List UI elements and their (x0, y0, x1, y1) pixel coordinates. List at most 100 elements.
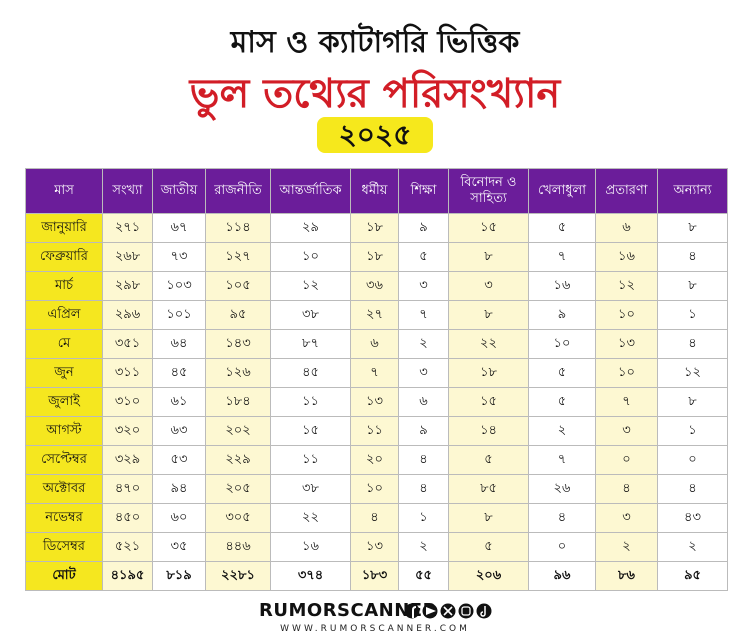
value-cell: ২২৯ (205, 445, 271, 475)
value-cell: ১৩ (350, 532, 399, 562)
value-cell: ১২৭ (205, 242, 271, 272)
subtitle: ভুল তথ্যের পরিসংখ্যান (189, 71, 561, 117)
value-cell: ২ (398, 329, 449, 359)
value-cell: ৮৫ (448, 474, 529, 504)
value-cell: ৪ (595, 474, 658, 504)
table-row: ডিসেম্বর ৫২১ ৩৫ ৪৪৬ ১৬ ১৩ ২ ৫ ০ ২ ২ (25, 532, 728, 562)
value-cell: ৮ (448, 503, 529, 533)
value-cell: ৩ (595, 416, 658, 446)
stats-table: মাস সংখ্যা জাতীয় রাজনীতি আন্তর্জাতিক ধর্মীয়… (25, 168, 728, 591)
value-cell: ২০২ (205, 416, 271, 446)
month-cell: মে (25, 329, 103, 359)
table-row: সেপ্টেম্বর ৩২৯ ৫৩ ২২৯ ১১ ২০ ৪ ৫ ৭ ০ ০ (25, 445, 728, 475)
value-cell: ১৮ (448, 358, 529, 388)
value-cell: ১২ (270, 271, 351, 301)
month-cell: ডিসেম্বর (25, 532, 103, 562)
month-cell: জানুয়ারি (25, 213, 103, 243)
value-cell: ১১ (270, 445, 351, 475)
value-cell: ৪৩ (657, 503, 728, 533)
value-cell: ৬৩ (152, 416, 206, 446)
value-cell: ১৬ (528, 271, 596, 301)
total-cell: ১৮৩ (350, 561, 399, 591)
month-cell: মার্চ (25, 271, 103, 301)
value-cell: ১৫ (270, 416, 351, 446)
social-icons (404, 603, 492, 619)
value-cell: ২৯৬ (102, 300, 153, 330)
value-cell: ১ (657, 416, 728, 446)
value-cell: ১২৬ (205, 358, 271, 388)
value-cell: ৪ (657, 242, 728, 272)
value-cell: ৫৩ (152, 445, 206, 475)
value-cell: ৪৭০ (102, 474, 153, 504)
value-cell: ১০ (595, 300, 658, 330)
column-header: খেলাধুলা (528, 168, 596, 214)
value-cell: ৩২০ (102, 416, 153, 446)
value-cell: ১৩ (595, 329, 658, 359)
value-cell: ১০ (528, 329, 596, 359)
value-cell: ৩১০ (102, 387, 153, 417)
value-cell: ১৮ (350, 213, 399, 243)
value-cell: ৮ (448, 300, 529, 330)
column-header: সংখ্যা (102, 168, 153, 214)
value-cell: ৩০৫ (205, 503, 271, 533)
value-cell: ৩ (398, 271, 449, 301)
value-cell: ২৬ (528, 474, 596, 504)
column-header: আন্তর্জাতিক (270, 168, 351, 214)
value-cell: ৪ (528, 503, 596, 533)
value-cell: ৯ (398, 416, 449, 446)
column-header: জাতীয় (152, 168, 206, 214)
value-cell: ৯ (528, 300, 596, 330)
table-row: এপ্রিল ২৯৬ ১০১ ৯৫ ৩৮ ২৭ ৭ ৮ ৯ ১০ ১ (25, 300, 728, 330)
total-cell: ৯৬ (528, 561, 596, 591)
value-cell: ৪৫০ (102, 503, 153, 533)
value-cell: ৪ (657, 329, 728, 359)
value-cell: ৫ (448, 532, 529, 562)
column-header: রাজনীতি (205, 168, 271, 214)
value-cell: ৯৫ (205, 300, 271, 330)
value-cell: ৫ (448, 445, 529, 475)
table-row: অক্টোবর ৪৭০ ৯৪ ২০৫ ৩৮ ১০ ৪ ৮৫ ২৬ ৪ ৪ (25, 474, 728, 504)
value-cell: ৩৫ (152, 532, 206, 562)
value-cell: ৬০ (152, 503, 206, 533)
title: মাস ও ক্যাটাগরি ভিত্তিক (230, 25, 520, 60)
month-cell: সেপ্টেম্বর (25, 445, 103, 475)
value-cell: ২২ (448, 329, 529, 359)
total-cell: ৮১৯ (152, 561, 206, 591)
website-url: WWW.RUMORSCANNER.COM (280, 624, 470, 634)
value-cell: ১০ (270, 242, 351, 272)
month-cell: অক্টোবর (25, 474, 103, 504)
value-cell: ৫ (528, 387, 596, 417)
value-cell: ৩৮ (270, 300, 351, 330)
value-cell: ১৬ (595, 242, 658, 272)
value-cell: ৮ (657, 271, 728, 301)
column-header: বিনোদন ও সাহিত্য (448, 168, 529, 214)
value-cell: ৮ (657, 213, 728, 243)
value-cell: ১৮৪ (205, 387, 271, 417)
table-row: জুলাই ৩১০ ৬১ ১৮৪ ১১ ১৩ ৬ ১৫ ৫ ৭ ৮ (25, 387, 728, 417)
column-header: প্রতারণা (595, 168, 658, 214)
value-cell: ৩১১ (102, 358, 153, 388)
value-cell: ১২ (657, 358, 728, 388)
value-cell: ১০ (595, 358, 658, 388)
value-cell: ৯৪ (152, 474, 206, 504)
table-body: জানুয়ারি ২৭১ ৬৭ ১১৪ ২৯ ১৮ ৯ ১৫ ৫ ৬ ৮ ফেব্রুয়ারি ২৬… (25, 213, 728, 591)
value-cell: ১৫ (448, 387, 529, 417)
month-cell: জুন (25, 358, 103, 388)
value-cell: ৬ (595, 213, 658, 243)
value-cell: ৬ (350, 329, 399, 359)
total-cell: ৮৬ (595, 561, 658, 591)
value-cell: ১ (657, 300, 728, 330)
month-cell: ফেব্রুয়ারি (25, 242, 103, 272)
value-cell: ৩২৯ (102, 445, 153, 475)
value-cell: ১০৩ (152, 271, 206, 301)
value-cell: ১০ (350, 474, 399, 504)
table-row: জানুয়ারি ২৭১ ৬৭ ১১৪ ২৯ ১৮ ৯ ১৫ ৫ ৬ ৮ (25, 213, 728, 243)
value-cell: ১০৫ (205, 271, 271, 301)
total-cell: ৪১৯৫ (102, 561, 153, 591)
value-cell: ১১ (270, 387, 351, 417)
column-header: ধর্মীয় (350, 168, 399, 214)
total-cell: ৫৫ (398, 561, 449, 591)
value-cell: ১৬ (270, 532, 351, 562)
year-badge: ২০২৫ (317, 117, 433, 153)
